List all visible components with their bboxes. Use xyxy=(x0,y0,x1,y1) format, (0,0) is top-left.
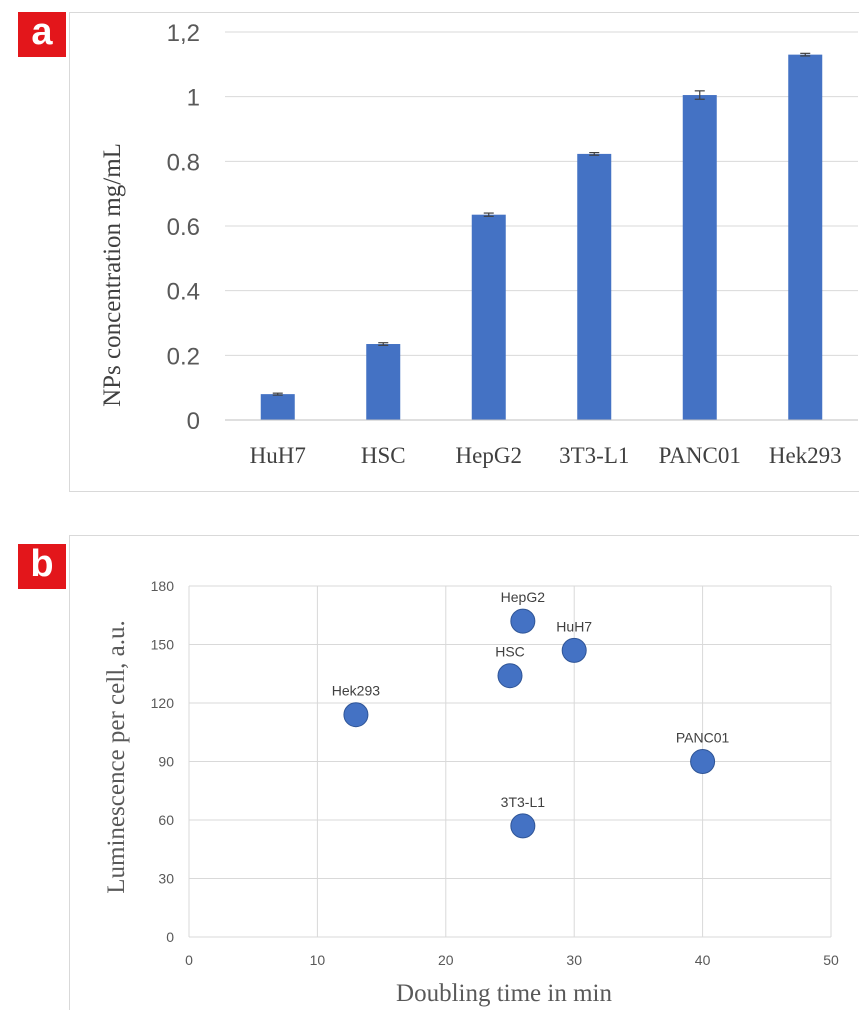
chart-b-xtick-label: 50 xyxy=(823,952,839,968)
chart-a-bar xyxy=(366,344,401,420)
chart-b-ytick-label: 60 xyxy=(158,812,174,828)
chart-b-point-label: Hek293 xyxy=(332,683,380,699)
chart-a-frame xyxy=(69,12,859,492)
chart-a-ytick-label: 0.8 xyxy=(167,149,200,176)
chart-a-xtick-label: HuH7 xyxy=(250,443,306,468)
chart-b-ytick-label: 0 xyxy=(166,929,174,945)
chart-a-bar xyxy=(682,95,717,421)
chart-b-point xyxy=(510,608,536,634)
chart-b-ytick-label: 180 xyxy=(151,578,175,594)
chart-b-point xyxy=(343,702,369,728)
chart-b: 0 30 60 90 120 150 180 0 10 20 30 40 50 HepG2 HuH7 HSC H… xyxy=(103,578,839,1007)
chart-b-point xyxy=(510,813,536,839)
chart-b-frame xyxy=(69,535,859,1010)
chart-b-point xyxy=(497,663,523,689)
chart-b-xtick-label: 20 xyxy=(438,952,454,968)
chart-a-bar xyxy=(788,54,823,421)
chart-b-point-label: HuH7 xyxy=(556,618,592,634)
panel-a-badge: a xyxy=(18,12,66,57)
chart-b-point-label: PANC01 xyxy=(676,730,730,746)
chart-b-xtick-label: 0 xyxy=(185,952,193,968)
chart-b-ytick-label: 30 xyxy=(158,871,174,887)
chart-b-point xyxy=(690,749,716,774)
chart-b-y-axis-title: Luminescence per cell, a.u. xyxy=(103,620,130,893)
chart-b-x-axis-title: Doubling time in min xyxy=(396,980,612,1007)
chart-a-bar xyxy=(577,153,612,420)
chart-a-xtick-label: 3T3-L1 xyxy=(559,443,629,468)
panel-b-badge: b xyxy=(18,544,66,589)
chart-a-ytick-label: 0.2 xyxy=(167,343,200,370)
chart-a-xtick-label: HepG2 xyxy=(456,443,522,468)
chart-a-y-axis-title: NPs concentration mg/mL xyxy=(99,143,126,407)
chart-b-point-label: 3T3-L1 xyxy=(501,794,546,810)
chart-b-ytick-label: 90 xyxy=(158,754,174,770)
chart-b-xtick-label: 10 xyxy=(310,952,326,968)
chart-a-ytick-label: 0 xyxy=(187,408,200,435)
chart-a-ytick-label: 0.4 xyxy=(167,279,200,306)
chart-a-bar xyxy=(471,214,506,420)
chart-a-xtick-label: PANC01 xyxy=(659,443,741,468)
chart-b-point-label: HepG2 xyxy=(501,589,546,605)
chart-a: 0 0.2 0.4 0.6 0.8 1 1,2 HuH7 HSC HepG2 3T3-L1 PANC0… xyxy=(99,20,858,468)
chart-a-xtick-label: Hek293 xyxy=(769,443,842,468)
chart-a-xtick-label: HSC xyxy=(361,443,406,468)
chart-b-ytick-label: 120 xyxy=(151,695,175,711)
chart-a-ytick-label: 1,2 xyxy=(167,20,200,47)
chart-b-xtick-label: 40 xyxy=(695,952,711,968)
chart-a-ytick-label: 1 xyxy=(187,85,200,112)
chart-a-ytick-label: 0.6 xyxy=(167,214,200,241)
chart-b-xtick-label: 30 xyxy=(566,952,582,968)
chart-a-bar xyxy=(260,394,295,420)
chart-b-ytick-label: 150 xyxy=(151,637,175,653)
chart-b-point xyxy=(561,637,587,663)
chart-b-point-label: HSC xyxy=(495,644,525,660)
